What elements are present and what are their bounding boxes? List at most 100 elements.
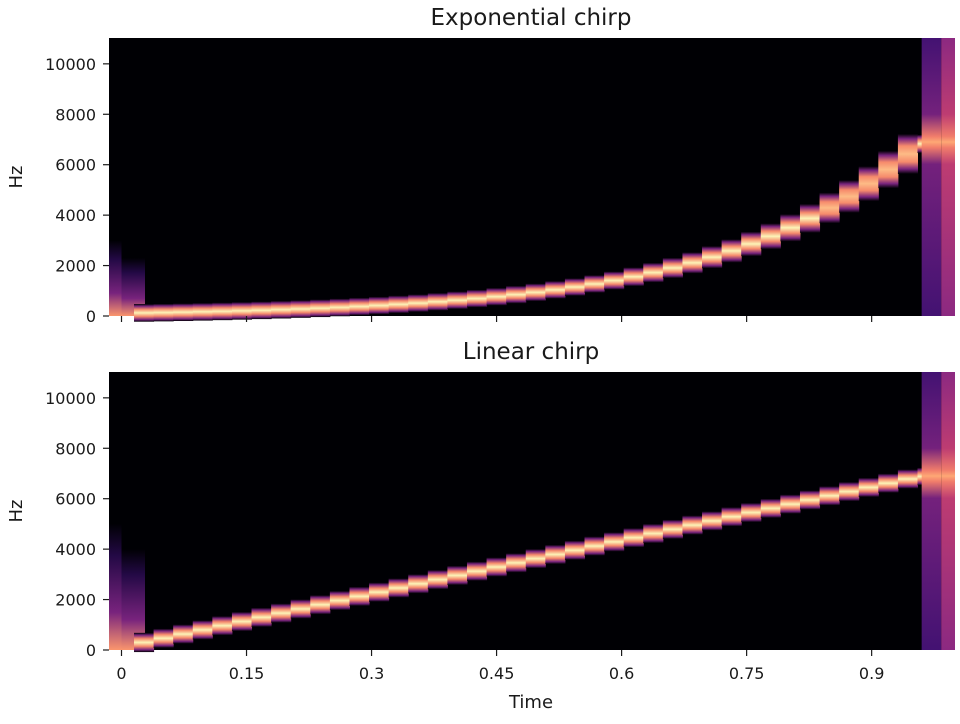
chirp-frame [271,300,292,319]
chirp-frame [290,599,311,619]
chirp-frame [917,467,923,486]
exponential-chirp-panel: Exponential chirp Hz 0 2000 4000 6000 8000 10… [6,5,955,326]
y-tick-label: 4000 [55,540,96,559]
chirp-frame [212,616,233,636]
chirp-frame [192,302,213,321]
chirp-frame [584,536,605,556]
chirp-frame [466,561,488,581]
x-axis-label: Time [508,692,553,713]
chirp-frame [917,134,923,154]
chirp-frame [839,180,860,213]
chirp-frame [486,557,507,577]
chirp-frame [839,481,860,502]
chirp-frame [604,271,625,290]
y-tick-label: 10000 [45,55,96,74]
chirp-frame [799,490,821,510]
chirp-frame [819,192,840,224]
y-tick-label: 10000 [45,389,96,408]
y-tick-label: 0 [86,641,96,660]
chirp-frame [623,528,644,548]
y-axis-label: Hz [6,500,27,523]
chirp-frame [741,231,762,257]
chirp-frame [173,303,194,322]
chirp-frame [564,540,586,560]
chirp-frame [329,298,350,317]
chirp-frame [662,519,683,539]
y-tick-label: 4000 [55,206,96,225]
onset-frame [121,372,146,650]
chirp-frame [310,595,331,615]
offset-frame [941,38,955,316]
chirp-frame [623,267,644,287]
chirp-frame [153,628,174,648]
chirp-frame [192,620,213,640]
x-tick-label: 0.15 [229,664,265,683]
chirp-frame [702,511,723,531]
chirp-frame [447,565,468,586]
onset-frame [109,38,125,316]
y-axis-label: Hz [6,166,27,189]
chirp-frame [271,603,292,623]
chirp-frame [349,297,370,316]
chirp-frame [134,304,155,322]
chirp-frame [878,473,899,493]
linear-chirp-panel: Linear chirp Hz 0 2000 4000 6000 8000 10000 0… [6,339,955,713]
chirp-frame [643,523,664,544]
chirp-frame [369,582,390,602]
chart-title: Exponential chirp [431,5,632,31]
chirp-frame [702,246,723,269]
chirp-frame [760,223,781,250]
chirp-frame [251,301,272,320]
chirp-frame [564,278,586,296]
chirp-frame [466,289,488,308]
chirp-frame [721,507,742,527]
chirp-frame [388,295,409,314]
y-axis-ticks: 0 2000 4000 6000 8000 10000 [45,389,109,660]
spectrogram-plot [109,372,955,653]
offset-frame [921,372,942,650]
chirp-frame [643,262,664,283]
chart-title: Linear chirp [463,339,599,365]
y-tick-label: 2000 [55,257,96,276]
x-tick-label: 0 [116,664,126,683]
chirp-frame [682,515,703,535]
chirp-frame [231,302,253,320]
chirp-frame [349,586,370,606]
chirp-frame [486,287,507,306]
y-tick-label: 8000 [55,105,96,124]
chirp-frame [506,553,527,573]
x-axis-ticks [120,316,873,322]
chirp-frame [721,239,742,263]
chirp-frame [427,292,448,311]
spectrogram-background [109,38,955,316]
y-tick-label: 8000 [55,439,96,458]
chirp-frame [780,494,801,514]
y-tick-label: 0 [86,307,96,326]
x-axis-ticks: 0 0.15 0.3 0.45 0.6 0.75 0.9 [116,650,884,683]
offset-frame [921,38,942,316]
chirp-frame [780,214,801,242]
chirp-frame [212,302,233,321]
chirp-frame [897,469,918,489]
y-tick-label: 2000 [55,591,96,610]
offset-frame [941,372,955,650]
chirp-frame [290,300,311,318]
chirp-frame [545,544,566,565]
chirp-frame [897,133,918,174]
chirp-frame [878,150,899,189]
x-tick-label: 0.9 [859,664,884,683]
chirp-frame [545,281,566,299]
chirp-frame [329,590,350,611]
chirp-frame [584,275,605,293]
y-tick-label: 6000 [55,156,96,175]
chirp-frame [506,285,527,304]
chirp-frame [427,569,448,590]
chirp-frame [760,498,781,518]
spectrogram-plot [109,38,955,322]
chirp-frame [447,291,468,310]
chirp-frame [134,632,155,653]
chirp-frame [682,252,703,274]
chirp-frame [388,578,409,598]
chirp-frame [858,166,879,202]
